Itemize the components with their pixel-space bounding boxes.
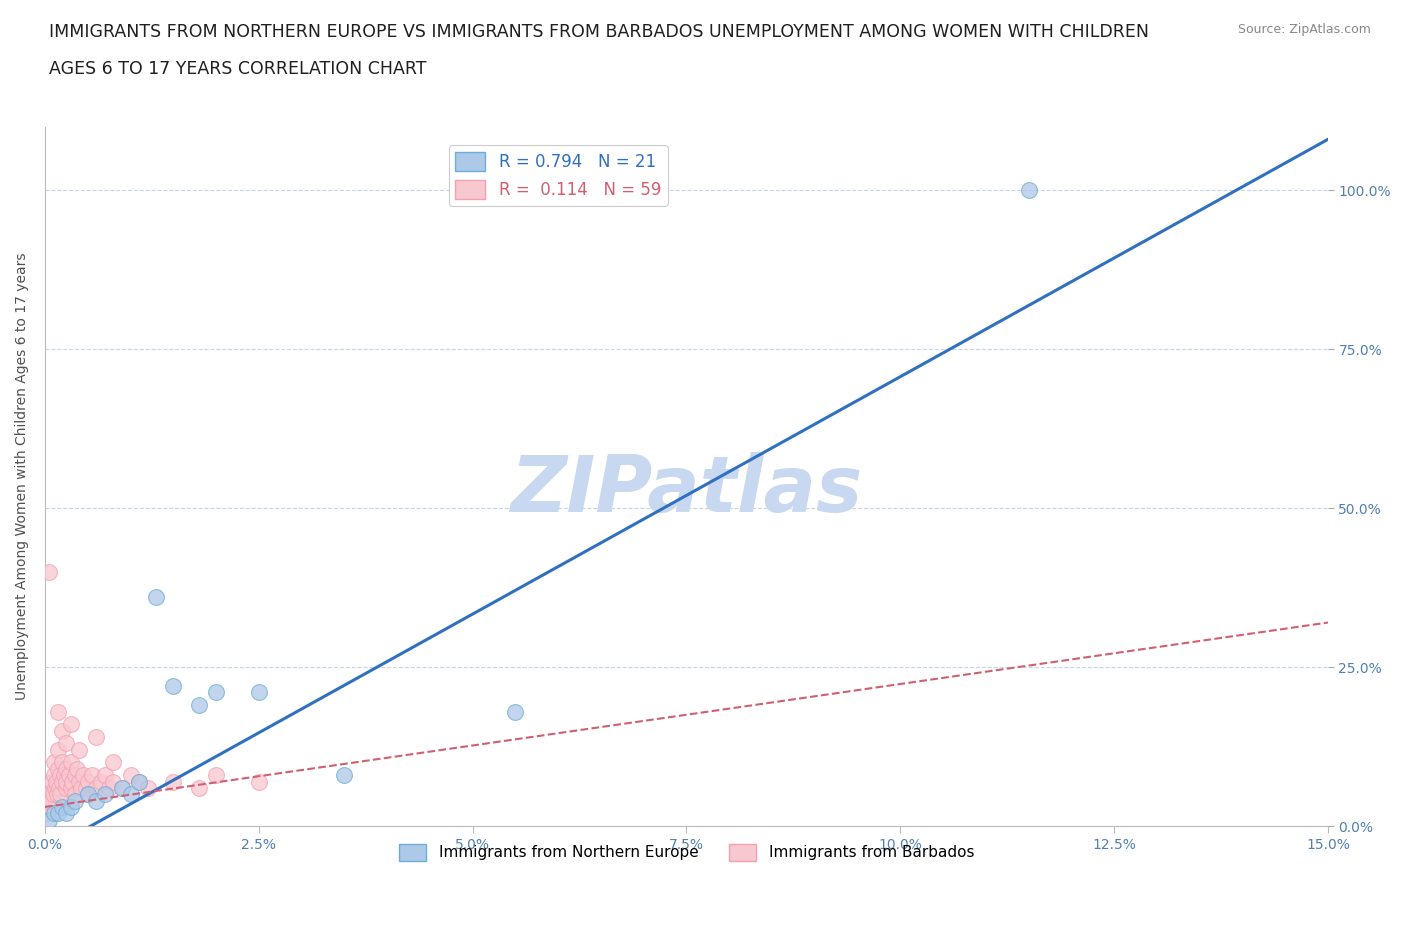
Point bbox=[42, 806, 65, 821]
Point bbox=[55, 736, 77, 751]
Point bbox=[46, 806, 69, 821]
Point bbox=[44, 780, 66, 795]
Point bbox=[38, 812, 60, 827]
Point bbox=[84, 793, 107, 808]
Point bbox=[120, 767, 142, 782]
Point bbox=[72, 767, 94, 782]
Point bbox=[90, 774, 112, 789]
Point bbox=[46, 704, 69, 719]
Point bbox=[67, 742, 90, 757]
Point bbox=[205, 685, 228, 700]
Point bbox=[187, 698, 209, 712]
Point bbox=[51, 755, 73, 770]
Point bbox=[37, 793, 59, 808]
Point bbox=[145, 590, 167, 604]
Point bbox=[111, 780, 134, 795]
Point bbox=[128, 774, 150, 789]
Point bbox=[98, 780, 121, 795]
Point bbox=[63, 787, 86, 802]
Point bbox=[1018, 182, 1040, 197]
Point bbox=[38, 565, 60, 579]
Point bbox=[136, 780, 159, 795]
Point bbox=[111, 780, 134, 795]
Point bbox=[38, 780, 60, 795]
Point bbox=[51, 724, 73, 738]
Y-axis label: Unemployment Among Women with Children Ages 6 to 17 years: Unemployment Among Women with Children A… bbox=[15, 253, 30, 700]
Point bbox=[46, 762, 69, 777]
Point bbox=[46, 787, 69, 802]
Point bbox=[63, 793, 86, 808]
Point bbox=[205, 767, 228, 782]
Text: Source: ZipAtlas.com: Source: ZipAtlas.com bbox=[1237, 23, 1371, 36]
Point bbox=[75, 780, 97, 795]
Point bbox=[128, 774, 150, 789]
Point bbox=[247, 774, 270, 789]
Point bbox=[59, 755, 82, 770]
Point bbox=[39, 793, 62, 808]
Point bbox=[187, 780, 209, 795]
Legend: Immigrants from Northern Europe, Immigrants from Barbados: Immigrants from Northern Europe, Immigra… bbox=[392, 837, 980, 868]
Point bbox=[59, 780, 82, 795]
Point bbox=[52, 767, 75, 782]
Point bbox=[41, 774, 63, 789]
Point bbox=[35, 806, 58, 821]
Point bbox=[94, 787, 117, 802]
Point bbox=[162, 679, 184, 694]
Point bbox=[41, 787, 63, 802]
Point bbox=[45, 774, 67, 789]
Point bbox=[80, 767, 103, 782]
Point bbox=[39, 787, 62, 802]
Point bbox=[59, 800, 82, 815]
Point bbox=[66, 762, 89, 777]
Point bbox=[37, 800, 59, 815]
Point bbox=[55, 780, 77, 795]
Point bbox=[120, 787, 142, 802]
Point bbox=[505, 704, 527, 719]
Point bbox=[42, 767, 65, 782]
Point bbox=[70, 780, 93, 795]
Point bbox=[58, 767, 80, 782]
Point bbox=[247, 685, 270, 700]
Point bbox=[94, 767, 117, 782]
Point bbox=[162, 774, 184, 789]
Point bbox=[60, 774, 83, 789]
Point bbox=[103, 755, 125, 770]
Point bbox=[333, 767, 356, 782]
Point bbox=[51, 800, 73, 815]
Point bbox=[84, 729, 107, 744]
Point bbox=[51, 774, 73, 789]
Point bbox=[59, 717, 82, 732]
Text: ZIPatlas: ZIPatlas bbox=[510, 452, 863, 528]
Point bbox=[49, 787, 72, 802]
Point bbox=[42, 755, 65, 770]
Point bbox=[84, 780, 107, 795]
Text: AGES 6 TO 17 YEARS CORRELATION CHART: AGES 6 TO 17 YEARS CORRELATION CHART bbox=[49, 60, 426, 78]
Point bbox=[103, 774, 125, 789]
Point bbox=[48, 767, 70, 782]
Point bbox=[63, 767, 86, 782]
Text: IMMIGRANTS FROM NORTHERN EUROPE VS IMMIGRANTS FROM BARBADOS UNEMPLOYMENT AMONG W: IMMIGRANTS FROM NORTHERN EUROPE VS IMMIG… bbox=[49, 23, 1149, 41]
Point bbox=[55, 762, 77, 777]
Point bbox=[67, 774, 90, 789]
Point bbox=[76, 787, 98, 802]
Point bbox=[46, 742, 69, 757]
Point bbox=[76, 774, 98, 789]
Point bbox=[55, 806, 77, 821]
Point bbox=[55, 774, 77, 789]
Point bbox=[76, 787, 98, 802]
Point bbox=[48, 780, 70, 795]
